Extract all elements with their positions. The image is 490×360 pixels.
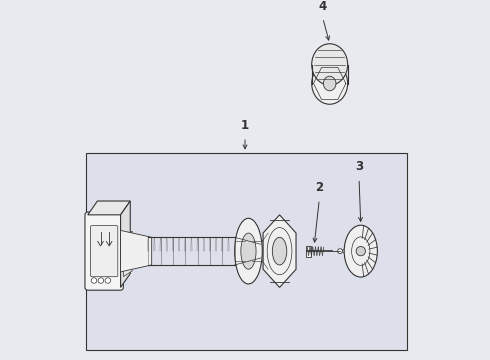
FancyBboxPatch shape: [91, 226, 118, 277]
Circle shape: [356, 247, 366, 256]
Ellipse shape: [312, 44, 347, 85]
Ellipse shape: [241, 233, 256, 269]
Ellipse shape: [323, 76, 336, 91]
Text: 1: 1: [241, 119, 249, 132]
Polygon shape: [123, 231, 132, 276]
Circle shape: [343, 249, 346, 253]
Circle shape: [105, 278, 111, 283]
Text: 3: 3: [355, 160, 363, 174]
Text: 4: 4: [318, 0, 327, 13]
FancyBboxPatch shape: [85, 212, 123, 290]
Polygon shape: [88, 201, 130, 215]
Text: 2: 2: [315, 181, 323, 194]
Polygon shape: [263, 215, 296, 287]
Polygon shape: [121, 201, 130, 287]
Circle shape: [91, 278, 97, 283]
Polygon shape: [121, 230, 152, 272]
Bar: [86, 153, 408, 350]
Ellipse shape: [312, 63, 347, 104]
Ellipse shape: [344, 225, 377, 277]
Ellipse shape: [235, 218, 262, 284]
Circle shape: [98, 278, 104, 283]
Bar: [306, 246, 311, 257]
Ellipse shape: [272, 237, 287, 265]
Circle shape: [338, 249, 343, 253]
